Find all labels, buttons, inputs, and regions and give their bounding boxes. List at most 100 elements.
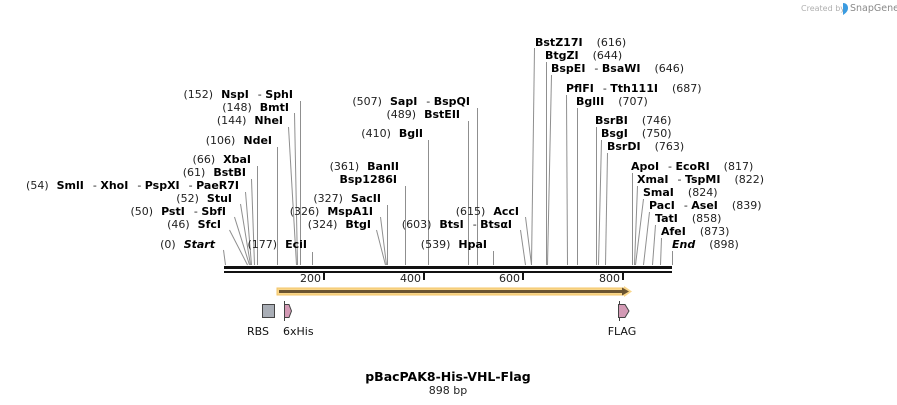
enzyme-site[interactable]: (152) NspI - SphI xyxy=(183,88,301,265)
enzyme-label[interactable]: ApoI - EcoRI (817) xyxy=(631,160,753,173)
enzyme-site[interactable]: PflFI - Tth111I (687) xyxy=(566,82,702,266)
enzyme-site[interactable]: BglII (707) xyxy=(576,95,648,265)
enzyme-site[interactable]: (66) XbaI xyxy=(193,153,258,265)
enzyme-site[interactable]: ApoI - EcoRI (817) xyxy=(631,160,753,265)
enzyme-site[interactable]: (615) AccI xyxy=(456,205,532,266)
enzyme-label[interactable]: BsgI (750) xyxy=(601,127,672,140)
enzyme-label[interactable]: (539) HpaI xyxy=(421,238,487,251)
tick-label: 600 xyxy=(499,272,520,285)
cut-position: (410) xyxy=(361,127,391,140)
enzyme-site[interactable]: (148) BmtI xyxy=(222,101,298,266)
enzyme-label[interactable]: (61) BstBI xyxy=(183,166,246,179)
enzyme-label[interactable]: BglII (707) xyxy=(576,95,648,108)
enzyme-site[interactable]: (106) NdeI xyxy=(206,134,278,265)
enzyme-label[interactable]: (410) BglI xyxy=(361,127,423,140)
enzyme-label[interactable]: (54) SmlI - XhoI - PspXI - PaeR7I xyxy=(26,179,239,192)
enzyme-site[interactable]: (489) BstEII xyxy=(387,108,469,265)
cut-site-line xyxy=(223,249,226,266)
enzyme-name: BstZ17I xyxy=(535,36,583,49)
enzyme-name: SacII xyxy=(351,192,381,205)
enzyme-site[interactable]: (52) StuI xyxy=(176,192,251,266)
enzyme-label[interactable]: BsrBI (746) xyxy=(595,114,671,127)
enzyme-label[interactable]: (177) EciI xyxy=(248,238,308,251)
enzyme-label[interactable]: AfeI (873) xyxy=(661,225,729,238)
enzyme-label[interactable]: (148) BmtI xyxy=(222,101,289,114)
enzyme-label[interactable]: (46) SfcI xyxy=(167,218,221,231)
enzyme-label[interactable]: (489) BstEII xyxy=(387,108,460,121)
enzyme-label[interactable]: (361) BanII xyxy=(330,160,399,173)
enzyme-label[interactable]: BspEI - BsaWI (646) xyxy=(551,62,684,75)
enzyme-site[interactable]: XmaI - TspMI (822) xyxy=(634,173,765,266)
enzyme-label[interactable]: (327) SacII xyxy=(313,192,381,205)
backbone-top-strand xyxy=(224,266,672,269)
enzyme-name: SfcI xyxy=(198,218,221,231)
enzyme-site[interactable]: (177) EciI xyxy=(248,238,313,265)
enzyme-site[interactable]: (324) BtgI xyxy=(308,218,386,266)
enzyme-site[interactable]: (46) SfcI xyxy=(167,218,248,266)
cut-site-line xyxy=(652,224,656,266)
feature-flag[interactable]: FLAG xyxy=(608,301,637,338)
enzyme-label[interactable]: SmaI (824) xyxy=(643,186,718,199)
enzyme-label[interactable]: BstZ17I (616) xyxy=(535,36,626,49)
name-separator: - xyxy=(684,199,691,212)
enzyme-site[interactable]: PacI - AseI (839) xyxy=(643,199,762,266)
enzyme-label-secondary[interactable]: Bsp1286I xyxy=(339,173,397,186)
enzyme-label[interactable]: (152) NspI - SphI xyxy=(183,88,293,101)
enzyme-site[interactable]: BspEI - BsaWI (646) xyxy=(547,62,685,266)
enzyme-site[interactable]: BtgZI (644) xyxy=(545,49,622,265)
enzyme-label[interactable]: (324) BtgI xyxy=(308,218,371,231)
enzyme-label[interactable]: BsrDI (763) xyxy=(607,140,684,153)
enzyme-site[interactable]: (603) BtsI - BtsαI xyxy=(402,218,526,266)
snapgene-credit[interactable]: Created by SnapGene xyxy=(801,3,897,15)
enzyme-label[interactable]: (603) BtsI - BtsαI xyxy=(402,218,512,231)
enzyme-label[interactable]: (0) Start xyxy=(160,238,216,251)
feature-6xhis[interactable]: 6xHis xyxy=(283,301,314,338)
enzyme-site[interactable]: (61) BstBI xyxy=(183,166,255,266)
feature-label: FLAG xyxy=(608,325,637,338)
enzyme-site[interactable]: (144) NheI xyxy=(217,114,297,266)
enzyme-label[interactable]: TatI (858) xyxy=(655,212,721,225)
enzyme-site[interactable]: BsrBI (746) xyxy=(595,114,671,265)
enzyme-label[interactable]: (52) StuI xyxy=(176,192,232,205)
enzyme-site[interactable]: (54) SmlI - XhoI - PspXI - PaeR7I xyxy=(26,179,252,266)
enzyme-site[interactable]: (327) SacII xyxy=(313,192,388,265)
cut-position: (817) xyxy=(724,160,754,173)
enzyme-name: BmtI xyxy=(260,101,289,114)
enzyme-label[interactable]: (50) PstI - SbfI xyxy=(130,205,226,218)
orf-arrow[interactable] xyxy=(276,286,632,297)
enzyme-site[interactable]: TatI (858) xyxy=(652,212,722,266)
enzyme-label[interactable]: (144) NheI xyxy=(217,114,283,127)
enzyme-site[interactable]: (0) Start xyxy=(160,238,226,266)
enzyme-label[interactable]: End (898) xyxy=(672,238,739,251)
name-separator: - xyxy=(594,62,601,75)
enzyme-name: PacI xyxy=(649,199,675,212)
enzyme-site[interactable]: BsgI (750) xyxy=(598,127,672,266)
enzyme-label[interactable]: (106) NdeI xyxy=(206,134,272,147)
enzyme-site[interactable]: BsrDI (763) xyxy=(605,140,685,266)
cut-site-line xyxy=(294,112,298,266)
restriction-sites: (152) NspI - SphI(148) BmtI(144) NheI (106) Nd… xyxy=(26,36,765,266)
cut-site-line xyxy=(520,229,526,266)
enzyme-label[interactable]: (615) AccI xyxy=(456,205,519,218)
enzyme-label[interactable]: BtgZI (644) xyxy=(545,49,622,62)
enzyme-site[interactable]: (326) MspA1I xyxy=(290,205,387,266)
credit-brand: SnapGene xyxy=(850,3,897,14)
enzyme-label[interactable]: (326) MspA1I xyxy=(290,205,373,218)
enzyme-label[interactable]: (507) SapI - BspQI xyxy=(352,95,470,108)
enzyme-site[interactable]: (410) BglI xyxy=(361,127,429,265)
cut-position: (858) xyxy=(692,212,722,225)
enzyme-site[interactable]: (50) PstI - SbfI xyxy=(130,205,250,266)
enzyme-label[interactable]: (66) XbaI xyxy=(193,153,251,166)
enzyme-site[interactable]: (507) SapI - BspQI xyxy=(352,95,478,265)
enzyme-site[interactable]: AfeI (873) xyxy=(660,225,730,266)
enzyme-name: XmaI xyxy=(637,173,668,186)
feature-rbs[interactable]: RBS xyxy=(247,304,275,339)
enzyme-site[interactable]: End (898) xyxy=(672,238,739,265)
enzyme-label[interactable]: PacI - AseI (839) xyxy=(649,199,762,212)
enzyme-site[interactable]: SmaI (824) xyxy=(635,186,718,266)
enzyme-label[interactable]: XmaI - TspMI (822) xyxy=(637,173,764,186)
enzyme-site[interactable]: (539) HpaI xyxy=(421,238,494,265)
enzyme-label[interactable]: PflFI - Tth111I (687) xyxy=(566,82,702,95)
enzyme-site[interactable]: BstZ17I (616) xyxy=(531,36,627,266)
